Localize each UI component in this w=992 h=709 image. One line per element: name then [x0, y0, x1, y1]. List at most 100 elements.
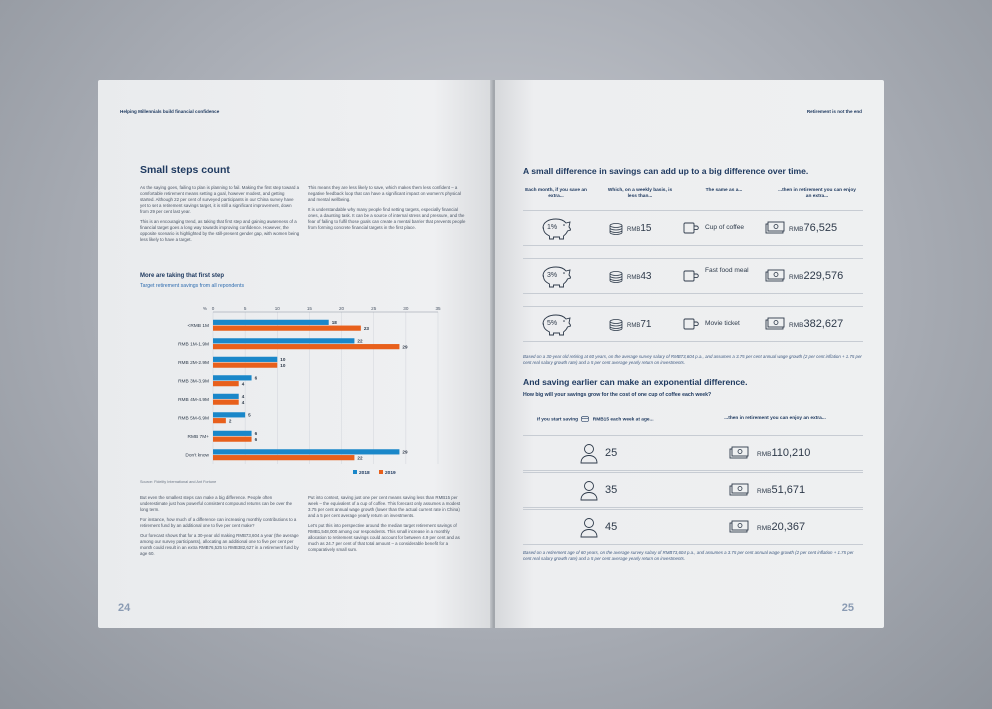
amount-value: 71	[640, 319, 652, 330]
age-row: 45 RMB20,367	[523, 509, 863, 545]
banknotes-icon	[729, 446, 749, 465]
category-label: RMB 4M-4.9M	[178, 397, 209, 403]
category-label: RMB 2M-2.9M	[178, 360, 209, 366]
data-label: 29	[402, 344, 408, 349]
weekly-amount: RMB15	[627, 223, 651, 234]
amount-value: 76,525	[803, 222, 838, 234]
banknotes-icon	[729, 483, 749, 502]
data-label: 5	[248, 412, 251, 417]
start-age: 45	[605, 521, 618, 533]
footnote: Based on a 30-year old retiring at 60 ye…	[523, 354, 862, 365]
section-title-2: And saving earlier can make an exponenti…	[523, 377, 748, 387]
left-page: Helping Millennials build financial conf…	[98, 80, 493, 628]
tick-label: 30	[403, 306, 409, 311]
section-subtitle-2: How big will your savings grow for the c…	[523, 392, 712, 398]
paragraph: For instance, how much of a difference c…	[140, 517, 297, 528]
amount-value: 51,671	[771, 484, 806, 496]
retirement-extra: RMB76,525	[789, 222, 837, 234]
weekly-amount: RMB71	[627, 319, 651, 330]
data-label: 22	[357, 338, 363, 343]
start-age: 25	[605, 447, 618, 459]
percent-label: 3%	[547, 272, 558, 279]
data-label: 23	[364, 326, 370, 331]
category-label: <RMB 1M	[188, 323, 209, 329]
coins-icon	[581, 415, 590, 423]
tick-label: 0	[212, 306, 215, 311]
paragraph: This is an encouraging trend, as taking …	[140, 219, 300, 242]
equivalent-item: Fast food meal	[705, 267, 749, 274]
retirement-extra: RMB51,671	[757, 484, 805, 496]
coffee-cup-icon	[683, 221, 699, 240]
bar	[213, 418, 226, 424]
section-title: Small steps count	[140, 164, 230, 176]
data-label: 10	[280, 357, 286, 362]
person-icon	[579, 479, 599, 506]
text-column-1: As the saying goes, failing to plan is p…	[140, 185, 300, 247]
savings-row: 3% RMB43 Fast food meal RMB229,576	[523, 258, 863, 294]
equivalent-item: Cup of coffee	[705, 224, 745, 231]
banknotes-icon	[765, 317, 785, 336]
currency-prefix: RMB	[627, 227, 641, 233]
column-header: Which, on a weekly basis, is less than..…	[607, 188, 673, 199]
data-label: 4	[242, 394, 245, 399]
weekly-amount: RMB43	[627, 271, 651, 282]
paragraph: Let's put this into perspective around t…	[308, 523, 460, 552]
amount-value: 20,367	[771, 521, 806, 533]
legend-swatch	[379, 470, 383, 474]
category-label: RMB 7M+	[188, 434, 210, 440]
tick-label: 20	[339, 306, 345, 311]
bar	[213, 381, 239, 387]
data-label: 2	[229, 418, 232, 423]
bar	[213, 319, 329, 325]
text-column-4: Put into context, saving just one per ce…	[308, 495, 468, 557]
percent-label: 5%	[547, 320, 558, 327]
currency-prefix: RMB	[627, 323, 641, 329]
banknotes-icon	[765, 269, 785, 288]
paragraph: It is understandable why many people fin…	[308, 207, 466, 230]
data-label: 6	[255, 431, 258, 436]
bar	[213, 393, 239, 399]
amount-value: 229,576	[803, 270, 844, 282]
bar	[213, 449, 400, 455]
film-reel-icon	[683, 317, 699, 336]
currency-prefix: RMB	[789, 274, 804, 281]
amount-value: 110,210	[771, 447, 811, 459]
paragraph: As the saying goes, failing to plan is p…	[140, 185, 300, 214]
paragraph: Our forecast shows that for a 30-year ol…	[140, 533, 299, 556]
savings-row: 1% RMB15 Cup of coffee RMB76,525	[523, 210, 863, 246]
amount-value: 43	[640, 271, 652, 282]
fast-food-icon	[683, 269, 699, 288]
column-header: ...then in retirement you can enjoy an e…	[724, 416, 826, 421]
bar	[213, 375, 252, 381]
section-title: A small difference in savings can add up…	[523, 166, 809, 176]
page-number: 24	[118, 602, 131, 614]
equivalent-item: Movie ticket	[705, 320, 740, 327]
tick-label: 25	[371, 306, 377, 311]
coins-icon	[609, 270, 623, 288]
data-label: 18	[332, 320, 338, 325]
coins-icon	[609, 318, 623, 336]
category-label: RMB 3M-3.9M	[178, 379, 209, 385]
start-age: 35	[605, 484, 618, 496]
book-spine	[490, 80, 498, 628]
tick-label: 10	[275, 306, 281, 311]
bar	[213, 430, 252, 436]
bar	[213, 325, 361, 331]
legend-label: 2019	[385, 470, 396, 476]
data-label: 22	[357, 455, 363, 460]
data-label: 4	[242, 400, 245, 405]
bar	[213, 455, 355, 461]
data-label: 29	[402, 449, 408, 454]
column-header: ...then in retirement you can enjoy an e…	[778, 188, 856, 199]
chart-title: More are taking that first step	[140, 273, 225, 279]
right-page: Retirement is not the end A small differ…	[495, 80, 884, 628]
paragraph: This means they are less likely to save,…	[308, 185, 461, 202]
data-label: 10	[280, 363, 286, 368]
category-label: RMB 5M-6.9M	[178, 416, 209, 422]
bar	[213, 436, 252, 442]
tick-label: 15	[307, 306, 313, 311]
coins-icon	[609, 222, 623, 240]
savings-row: 5% RMB71 Movie ticket RMB382,627	[523, 306, 863, 342]
column-header: The same as a...	[705, 188, 743, 193]
